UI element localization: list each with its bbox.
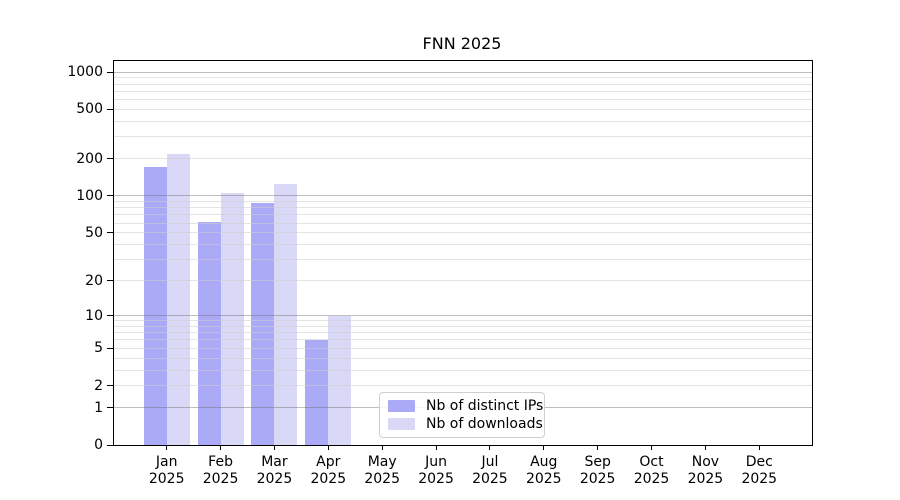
x-tick-apr-2025	[327, 445, 329, 450]
y-tick-label-10: 10	[85, 307, 103, 324]
bar-nb-of-distinct-ips-jan-2025	[143, 167, 167, 445]
gridline-500	[114, 108, 812, 110]
y-tick-1000	[107, 71, 113, 73]
gridline-700	[114, 90, 812, 92]
gridline-800	[114, 83, 812, 85]
y-tick-label-500: 500	[76, 101, 103, 118]
x-tick-feb-2025	[220, 445, 222, 450]
y-tick-10	[107, 315, 113, 317]
x-tick-mar-2025	[273, 445, 275, 450]
x-tick-sep-2025	[597, 445, 599, 450]
bar-nb-of-downloads-mar-2025	[274, 183, 298, 445]
y-tick-label-100: 100	[76, 187, 103, 204]
legend-label-downloads: Nb of downloads	[426, 416, 543, 432]
gridline-400	[114, 120, 812, 122]
gridline-70	[114, 214, 812, 216]
y-tick-label-200: 200	[76, 150, 103, 167]
x-tick-label-nov-2025: Nov 2025	[687, 454, 724, 487]
legend-item-downloads: Nb of downloads	[388, 416, 543, 432]
x-tick-label-may-2025: May 2025	[364, 454, 400, 487]
y-tick-100	[107, 195, 113, 197]
x-tick-aug-2025	[543, 445, 545, 450]
bar-nb-of-downloads-feb-2025	[220, 193, 244, 445]
gridline-300	[114, 136, 812, 138]
y-tick-5	[107, 347, 113, 349]
legend-label-distinct-ips: Nb of distinct IPs	[426, 398, 544, 414]
x-tick-label-jan-2025: Jan 2025	[148, 454, 185, 487]
plot-area: 1000 500 200 100 50 20 10 5 2 1 0 Jan 2025 Feb 2025 M…	[67, 60, 813, 487]
y-tick-label-1: 1	[94, 399, 103, 416]
bar-nb-of-distinct-ips-mar-2025	[251, 202, 275, 445]
bar-nb-of-distinct-ips-feb-2025	[197, 222, 221, 445]
gridline-200	[114, 158, 812, 160]
y-tick-500	[107, 108, 113, 110]
x-tick-label-feb-2025: Feb 2025	[202, 454, 239, 487]
legend: Nb of distinct IPs Nb of downloads	[379, 392, 545, 438]
legend-item-distinct-ips: Nb of distinct IPs	[388, 398, 543, 414]
gridline-80	[114, 207, 812, 209]
legend-swatch-downloads	[388, 418, 415, 430]
y-tick-2	[107, 385, 113, 387]
y-tick-1	[107, 407, 113, 409]
x-tick-jun-2025	[435, 445, 437, 450]
x-tick-label-aug-2025: Aug 2025	[525, 454, 562, 487]
y-tick-200	[107, 158, 113, 160]
x-tick-label-oct-2025: Oct 2025	[633, 454, 670, 487]
y-tick-label-50: 50	[85, 224, 103, 241]
x-tick-jul-2025	[489, 445, 491, 450]
x-tick-label-apr-2025: Apr 2025	[310, 454, 347, 487]
bar-nb-of-downloads-apr-2025	[328, 315, 352, 445]
gridline-600	[114, 99, 812, 101]
y-tick-50	[107, 232, 113, 234]
y-tick-20	[107, 280, 113, 282]
x-tick-jan-2025	[166, 445, 168, 450]
y-tick-0	[107, 444, 113, 446]
x-tick-dec-2025	[758, 445, 760, 450]
gridline-1000	[114, 71, 812, 73]
y-tick-label-20: 20	[85, 272, 103, 289]
gridline-900	[114, 77, 812, 79]
x-tick-label-mar-2025: Mar 2025	[256, 454, 293, 487]
x-tick-may-2025	[381, 445, 383, 450]
y-tick-label-1000: 1000	[67, 64, 103, 80]
x-tick-label-jul-2025: Jul 2025	[472, 454, 508, 487]
x-tick-nov-2025	[704, 445, 706, 450]
x-tick-oct-2025	[651, 445, 653, 450]
y-tick-label-0: 0	[94, 437, 103, 453]
x-tick-label-dec-2025: Dec 2025	[741, 454, 778, 487]
gridline-90	[114, 200, 812, 202]
bar-nb-of-downloads-jan-2025	[166, 153, 190, 445]
chart-title: FNN 2025	[422, 34, 502, 53]
x-tick-label-jun-2025: Jun 2025	[418, 454, 454, 487]
y-tick-label-2: 2	[94, 377, 103, 394]
x-tick-label-sep-2025: Sep 2025	[579, 454, 616, 487]
y-tick-label-5: 5	[94, 340, 103, 357]
bar-nb-of-distinct-ips-apr-2025	[305, 339, 329, 445]
gridline-100	[114, 195, 812, 197]
legend-swatch-distinct-ips	[388, 400, 415, 412]
